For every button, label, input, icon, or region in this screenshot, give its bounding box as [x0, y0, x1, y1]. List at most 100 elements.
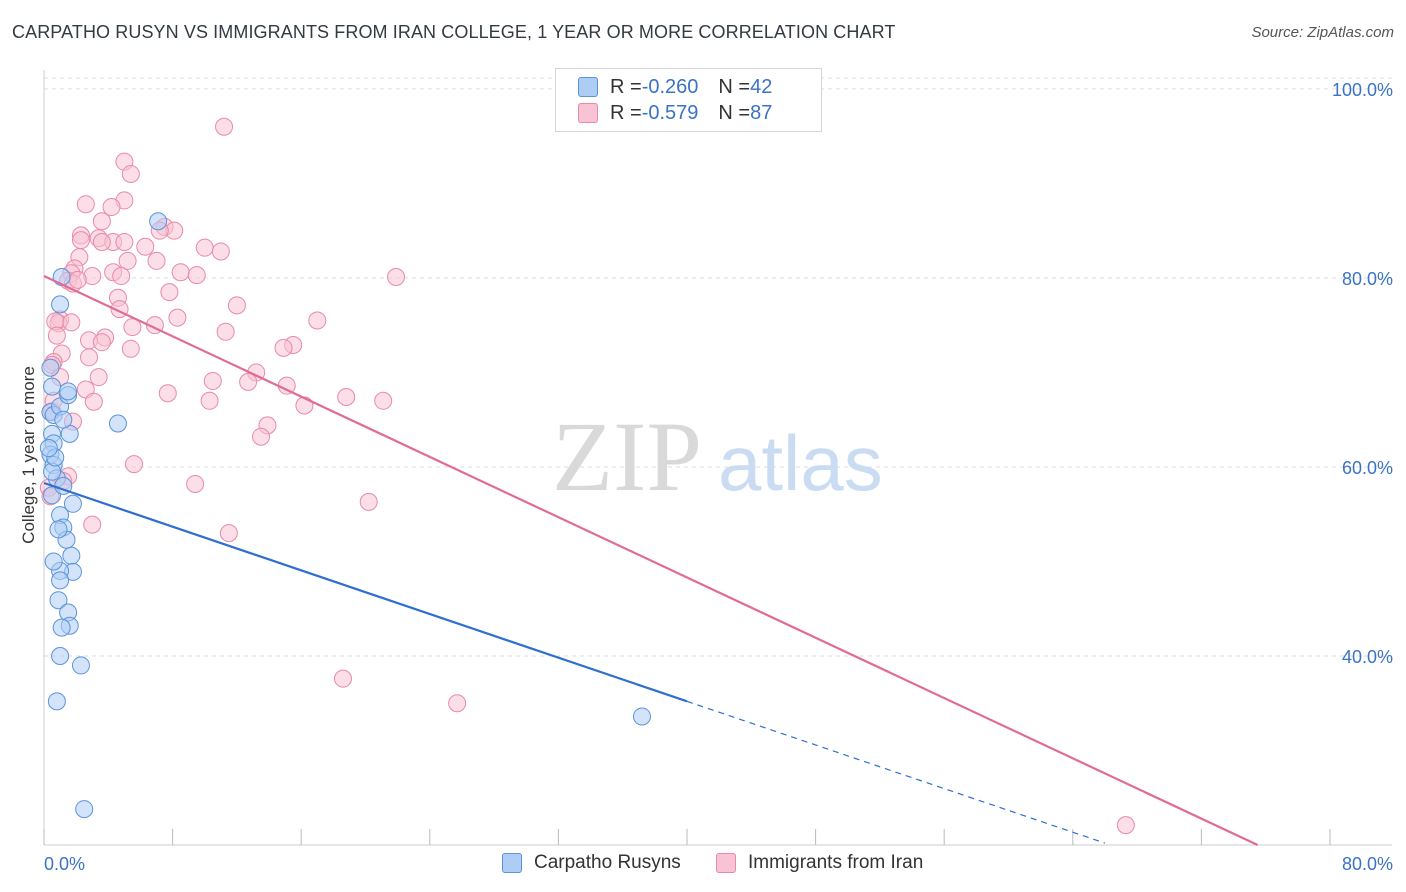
point-carpatho-rusyns — [108, 414, 127, 433]
point-immigrants-from-iran — [118, 251, 137, 270]
point-carpatho-rusyns — [52, 267, 71, 286]
point-carpatho-rusyns — [51, 295, 70, 314]
point-immigrants-from-iran — [274, 338, 293, 357]
point-immigrants-from-iran — [92, 233, 111, 252]
series-legend: Carpatho Rusyns Immigrants from Iran — [0, 852, 1406, 878]
point-immigrants-from-iran — [308, 311, 327, 330]
point-immigrants-from-iran — [211, 242, 230, 261]
legend-label-carpatho-rusyns: Carpatho Rusyns — [534, 852, 681, 873]
point-carpatho-rusyns — [47, 692, 66, 711]
trend-line-carpatho-rusyns — [43, 481, 688, 703]
legend-item-immigrants-from-iran[interactable]: Immigrants from Iran — [716, 852, 923, 874]
point-carpatho-rusyns — [43, 377, 62, 396]
point-immigrants-from-iran — [121, 339, 140, 358]
point-immigrants-from-iran — [102, 198, 121, 217]
legend-n-label: N = — [718, 75, 751, 98]
point-immigrants-from-iran — [186, 474, 205, 493]
legend-r-label: R = — [610, 75, 642, 98]
point-immigrants-from-iran — [158, 384, 177, 403]
point-immigrants-from-iran — [147, 251, 166, 270]
point-immigrants-from-iran — [374, 391, 393, 410]
point-immigrants-from-iran — [68, 270, 87, 289]
correlation-legend: R = -0.260 N = 42 R = -0.579 N = 87 — [555, 68, 822, 132]
point-carpatho-rusyns — [62, 546, 81, 565]
point-carpatho-rusyns — [41, 358, 60, 377]
point-carpatho-rusyns — [52, 618, 71, 637]
point-immigrants-from-iran — [121, 164, 140, 183]
legend-n-label: N = — [718, 101, 751, 124]
point-carpatho-rusyns — [54, 410, 73, 429]
point-immigrants-from-iran — [112, 267, 131, 286]
point-immigrants-from-iran — [168, 308, 187, 327]
point-immigrants-from-iran — [136, 237, 155, 256]
y-tick-label: 40.0% — [1342, 647, 1393, 667]
point-immigrants-from-iran — [125, 455, 144, 474]
point-immigrants-from-iran — [1116, 816, 1135, 835]
y-tick-label: 100.0% — [1332, 80, 1393, 100]
watermark: ZIP atlas — [552, 401, 883, 512]
point-immigrants-from-iran — [62, 313, 81, 332]
point-immigrants-from-iran — [83, 515, 102, 534]
legend-row-pink: R = -0.579 N = 87 — [578, 101, 772, 125]
point-immigrants-from-iran — [448, 694, 467, 713]
legend-r-value-blue: -0.260 — [641, 75, 699, 98]
point-immigrants-from-iran — [171, 263, 190, 282]
point-carpatho-rusyns — [149, 212, 168, 231]
point-immigrants-from-iran — [295, 396, 314, 415]
legend-swatch-blue — [502, 853, 522, 873]
point-immigrants-from-iran — [216, 322, 235, 341]
point-immigrants-from-iran — [200, 391, 219, 410]
point-immigrants-from-iran — [387, 267, 406, 286]
grid-layer — [44, 77, 1392, 657]
point-immigrants-from-iran — [203, 371, 222, 390]
point-immigrants-from-iran — [252, 427, 271, 446]
point-immigrants-from-iran — [160, 283, 179, 302]
axis-layer: 100.0% 80.0% 60.0% 40.0% 0.0% 80.0% — [43, 70, 1393, 874]
point-immigrants-from-iran — [92, 333, 111, 352]
trend-line-carpatho-rusyns-extension — [686, 700, 1106, 844]
point-immigrants-from-iran — [80, 348, 99, 367]
point-immigrants-from-iran — [333, 669, 352, 688]
legend-item-carpatho-rusyns[interactable]: Carpatho Rusyns — [502, 852, 681, 874]
x-tick-label: 80.0% — [1342, 854, 1393, 874]
y-tick-label: 60.0% — [1342, 458, 1393, 478]
watermark-atlas: atlas — [718, 419, 883, 507]
point-immigrants-from-iran — [71, 231, 90, 250]
point-carpatho-rusyns — [51, 571, 70, 590]
point-immigrants-from-iran — [337, 388, 356, 407]
y-tick-label: 80.0% — [1342, 269, 1393, 289]
x-tick-label: 0.0% — [44, 854, 85, 874]
point-immigrants-from-iran — [89, 368, 108, 387]
chart-title: CARPATHO RUSYN VS IMMIGRANTS FROM IRAN C… — [12, 22, 896, 42]
point-carpatho-rusyns — [39, 439, 58, 458]
point-immigrants-from-iran — [84, 392, 103, 411]
legend-label-immigrants-from-iran: Immigrants from Iran — [748, 852, 924, 873]
legend-swatch-blue — [578, 77, 598, 97]
point-carpatho-rusyns — [75, 800, 94, 819]
point-immigrants-from-iran — [76, 195, 95, 214]
point-immigrants-from-iran — [239, 372, 258, 391]
point-immigrants-from-iran — [359, 492, 378, 511]
point-immigrants-from-iran — [92, 212, 111, 231]
legend-swatch-pink — [578, 103, 598, 123]
trend-lines — [43, 275, 1259, 846]
point-immigrants-from-iran — [215, 117, 234, 136]
point-carpatho-rusyns — [632, 707, 651, 726]
point-immigrants-from-iran — [219, 524, 238, 543]
point-carpatho-rusyns — [59, 382, 78, 401]
legend-r-label: R = — [610, 101, 642, 124]
point-immigrants-from-iran — [47, 326, 66, 345]
y-axis-label: College, 1 year or more — [19, 366, 38, 544]
series-carpatho-rusyns — [39, 212, 651, 819]
point-carpatho-rusyns — [71, 656, 90, 675]
point-carpatho-rusyns — [49, 520, 68, 539]
legend-n-value-blue: 42 — [750, 75, 773, 98]
trend-line-immigrants-from-iran — [43, 275, 1259, 846]
source-label: Source: ZipAtlas.com — [1251, 24, 1394, 41]
point-immigrants-from-iran — [227, 296, 246, 315]
legend-row-blue: R = -0.260 N = 42 — [578, 75, 772, 99]
legend-r-value-pink: -0.579 — [641, 101, 699, 124]
point-carpatho-rusyns — [63, 494, 82, 513]
legend-swatch-pink — [716, 853, 736, 873]
